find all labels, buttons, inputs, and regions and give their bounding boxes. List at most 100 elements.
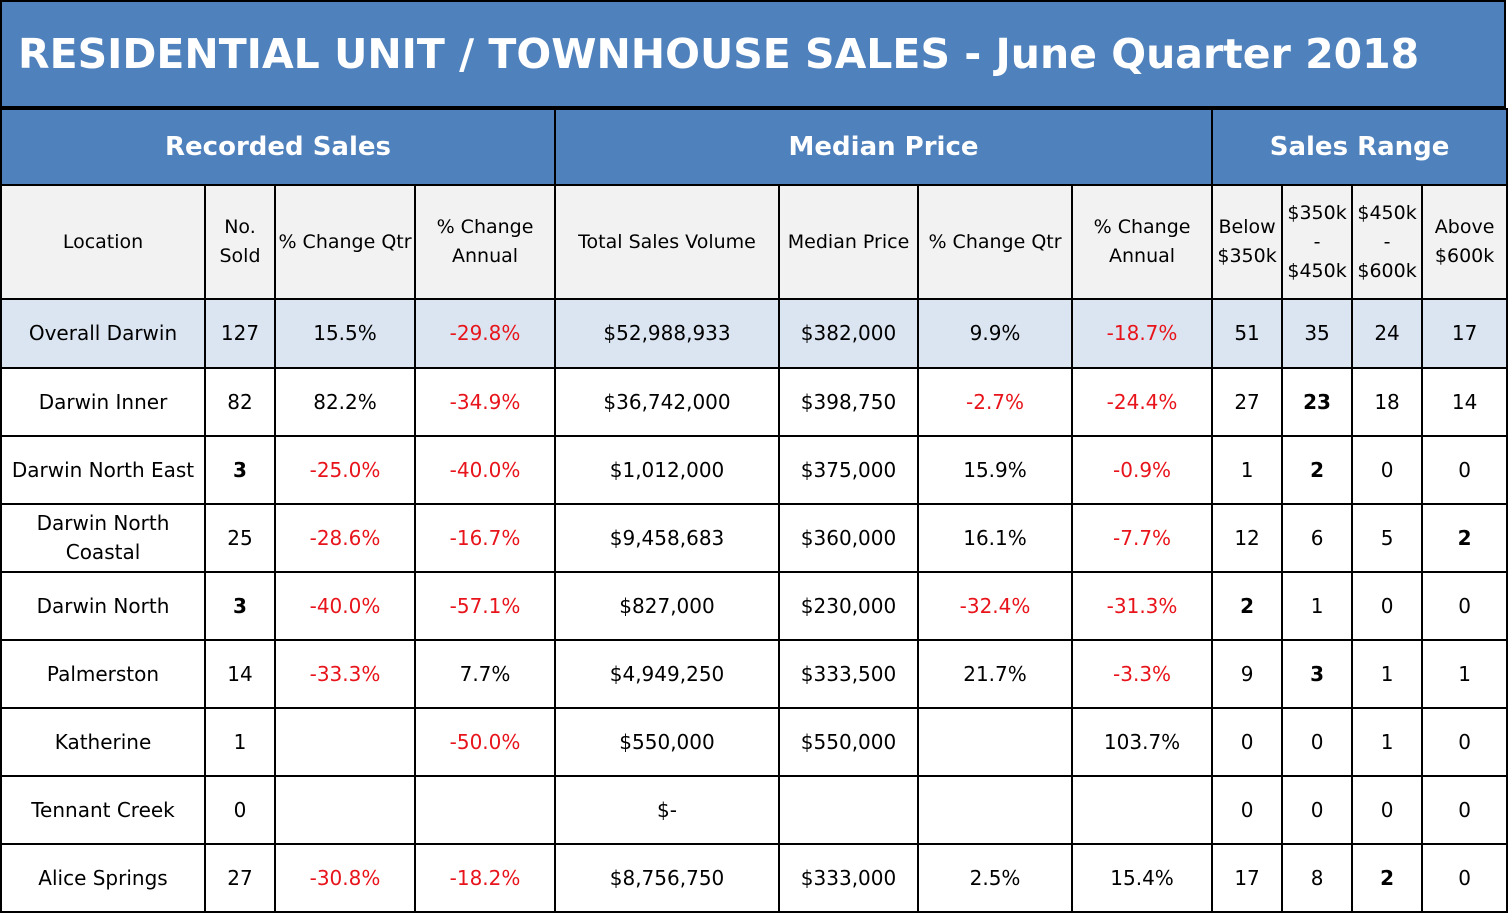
cell-median-pct-change-qtr: 16.1% xyxy=(917,503,1074,573)
cell-pct-change-qtr: -33.3% xyxy=(274,639,416,709)
cell-pct-change-qtr: -28.6% xyxy=(274,503,416,573)
cell-location: Overall Darwin xyxy=(0,298,206,369)
cell-450k-600k: 0 xyxy=(1351,775,1424,845)
header-below-350k: Below $350k xyxy=(1211,184,1284,300)
cell-no-sold: 127 xyxy=(204,298,276,369)
cell-pct-change-qtr: 82.2% xyxy=(274,367,416,437)
cell-median-pct-change-annual: -7.7% xyxy=(1071,503,1214,573)
cell-median-price: $382,000 xyxy=(778,298,920,369)
cell-above-600k: 0 xyxy=(1421,435,1508,505)
cell-below-350k: 27 xyxy=(1211,367,1284,437)
cell-above-600k: 17 xyxy=(1421,298,1508,369)
cell-median-pct-change-qtr: 2.5% xyxy=(917,843,1074,913)
header-total-sales-volume: Total Sales Volume xyxy=(554,184,781,300)
cell-total-sales-volume: $52,988,933 xyxy=(554,298,781,369)
cell-above-600k: 0 xyxy=(1421,775,1508,845)
cell-450k-600k: 5 xyxy=(1351,503,1424,573)
cell-below-350k: 9 xyxy=(1211,639,1284,709)
cell-median-price: $360,000 xyxy=(778,503,920,573)
cell-350k-450k: 6 xyxy=(1281,503,1354,573)
cell-above-600k: 2 xyxy=(1421,503,1508,573)
cell-above-600k: 1 xyxy=(1421,639,1508,709)
cell-no-sold: 3 xyxy=(204,435,276,505)
cell-median-price: $398,750 xyxy=(778,367,920,437)
cell-location: Katherine xyxy=(0,707,206,777)
cell-location: Tennant Creek xyxy=(0,775,206,845)
header-above-600k: Above $600k xyxy=(1421,184,1508,300)
cell-pct-change-annual: -29.8% xyxy=(413,298,557,369)
cell-median-pct-change-annual: 103.7% xyxy=(1071,707,1214,777)
cell-total-sales-volume: $- xyxy=(554,775,781,845)
cell-total-sales-volume: $8,756,750 xyxy=(554,843,781,913)
table-row: Overall Darwin 127 15.5% -29.8% $52,988,… xyxy=(0,298,1508,369)
header-median-pct-change-qtr: % Change Qtr xyxy=(917,184,1074,300)
cell-pct-change-annual xyxy=(413,775,557,845)
cell-total-sales-volume: $550,000 xyxy=(554,707,781,777)
cell-median-pct-change-qtr xyxy=(917,775,1074,845)
cell-location: Alice Springs xyxy=(0,843,206,913)
cell-pct-change-annual: -18.2% xyxy=(413,843,557,913)
cell-450k-600k: 0 xyxy=(1351,571,1424,641)
column-header-row: Location No. Sold % Change Qtr % Change … xyxy=(0,184,1508,300)
cell-pct-change-qtr: -40.0% xyxy=(274,571,416,641)
cell-450k-600k: 0 xyxy=(1351,435,1424,505)
header-median-pct-change-annual: % Change Annual xyxy=(1071,184,1214,300)
cell-median-pct-change-annual: -31.3% xyxy=(1071,571,1214,641)
cell-median-pct-change-qtr: 9.9% xyxy=(917,298,1074,369)
cell-location: Darwin Inner xyxy=(0,367,206,437)
cell-350k-450k: 0 xyxy=(1281,775,1354,845)
cell-450k-600k: 1 xyxy=(1351,639,1424,709)
cell-350k-450k: 23 xyxy=(1281,367,1354,437)
cell-350k-450k: 8 xyxy=(1281,843,1354,913)
cell-above-600k: 14 xyxy=(1421,367,1508,437)
cell-median-pct-change-annual xyxy=(1071,775,1214,845)
cell-total-sales-volume: $827,000 xyxy=(554,571,781,641)
cell-median-pct-change-annual: -18.7% xyxy=(1071,298,1214,369)
cell-pct-change-qtr: -30.8% xyxy=(274,843,416,913)
table-row: Tennant Creek 0 $- 0 0 0 0 xyxy=(0,775,1508,845)
cell-350k-450k: 35 xyxy=(1281,298,1354,369)
cell-total-sales-volume: $4,949,250 xyxy=(554,639,781,709)
cell-below-350k: 1 xyxy=(1211,435,1284,505)
cell-location: Palmerston xyxy=(0,639,206,709)
cell-350k-450k: 0 xyxy=(1281,707,1354,777)
cell-median-pct-change-qtr: -2.7% xyxy=(917,367,1074,437)
cell-below-350k: 17 xyxy=(1211,843,1284,913)
cell-no-sold: 25 xyxy=(204,503,276,573)
cell-450k-600k: 1 xyxy=(1351,707,1424,777)
header-no-sold: No. Sold xyxy=(204,184,276,300)
cell-pct-change-qtr: 15.5% xyxy=(274,298,416,369)
table-row: Darwin Inner 82 82.2% -34.9% $36,742,000… xyxy=(0,367,1508,437)
cell-below-350k: 12 xyxy=(1211,503,1284,573)
cell-below-350k: 0 xyxy=(1211,775,1284,845)
cell-median-pct-change-qtr: 21.7% xyxy=(917,639,1074,709)
cell-median-pct-change-annual: -3.3% xyxy=(1071,639,1214,709)
cell-no-sold: 0 xyxy=(204,775,276,845)
table-row: Darwin North 3 -40.0% -57.1% $827,000 $2… xyxy=(0,571,1508,641)
cell-median-pct-change-qtr xyxy=(917,707,1074,777)
cell-below-350k: 51 xyxy=(1211,298,1284,369)
cell-pct-change-annual: -40.0% xyxy=(413,435,557,505)
cell-pct-change-qtr xyxy=(274,707,416,777)
cell-median-price: $230,000 xyxy=(778,571,920,641)
cell-pct-change-qtr xyxy=(274,775,416,845)
group-sales-range: Sales Range xyxy=(1211,108,1508,186)
cell-median-pct-change-annual: -24.4% xyxy=(1071,367,1214,437)
header-pct-change-annual: % Change Annual xyxy=(413,184,557,300)
cell-median-pct-change-qtr: 15.9% xyxy=(917,435,1074,505)
table-row: Palmerston 14 -33.3% 7.7% $4,949,250 $33… xyxy=(0,639,1508,709)
cell-median-pct-change-annual: -0.9% xyxy=(1071,435,1214,505)
cell-pct-change-annual: -16.7% xyxy=(413,503,557,573)
cell-location: Darwin North Coastal xyxy=(0,503,206,573)
cell-350k-450k: 1 xyxy=(1281,571,1354,641)
cell-pct-change-annual: -57.1% xyxy=(413,571,557,641)
cell-450k-600k: 18 xyxy=(1351,367,1424,437)
group-recorded-sales: Recorded Sales xyxy=(0,108,557,186)
cell-total-sales-volume: $36,742,000 xyxy=(554,367,781,437)
cell-total-sales-volume: $9,458,683 xyxy=(554,503,781,573)
cell-350k-450k: 2 xyxy=(1281,435,1354,505)
header-350k-450k: $350k - $450k xyxy=(1281,184,1354,300)
cell-median-pct-change-qtr: -32.4% xyxy=(917,571,1074,641)
cell-pct-change-annual: 7.7% xyxy=(413,639,557,709)
